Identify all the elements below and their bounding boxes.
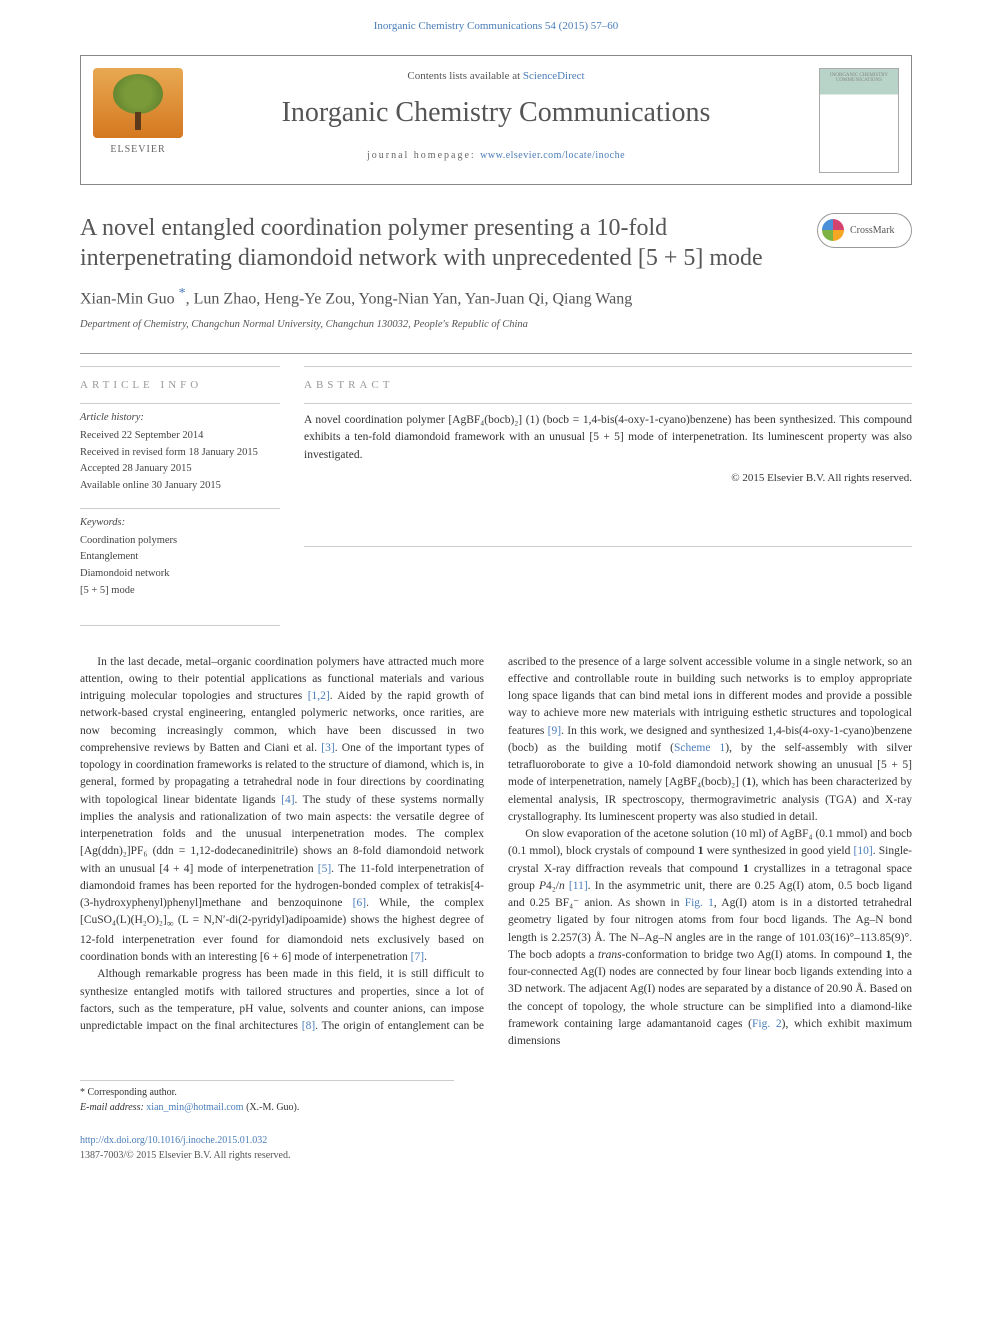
article-info-label: article info [80, 377, 280, 394]
email-line: E-mail address: xian_min@hotmail.com (X.… [80, 1100, 454, 1115]
ref-link-1-2[interactable]: [1,2] [308, 690, 330, 702]
info-abstract-row: article info Article history: Received 2… [80, 366, 912, 613]
ref-link-10[interactable]: [10] [854, 845, 873, 857]
crossmark-icon [822, 219, 844, 241]
abstract-top-rule [304, 366, 912, 367]
article-info-column: article info Article history: Received 2… [80, 366, 280, 613]
keyword-1: Coordination polymers [80, 533, 280, 549]
journal-name: Inorganic Chemistry Communications [221, 92, 771, 134]
ref-link-7[interactable]: [7] [411, 951, 424, 963]
keyword-3: Diamondoid network [80, 566, 280, 582]
email-suffix: (X.-M. Guo). [244, 1102, 300, 1113]
body-p1: In the last decade, metal–organic coordi… [80, 654, 484, 967]
corresponding-mark[interactable]: * [179, 286, 186, 301]
contents-lists-label: Contents lists available at ScienceDirec… [221, 68, 771, 85]
accepted-date: Accepted 28 January 2015 [80, 461, 280, 477]
ref-link-3[interactable]: [3] [321, 742, 334, 754]
corresponding-author-note: * Corresponding author. [80, 1085, 454, 1100]
article-title: A novel entangled coordination polymer p… [80, 213, 817, 273]
ref-link-5[interactable]: [5] [318, 863, 331, 875]
abstract-text: A novel coordination polymer [AgBF₄(bocb… [304, 412, 912, 464]
cover-thumb-title: INORGANIC CHEMISTRY COMMUNICATIONS [824, 73, 894, 84]
homepage-prefix: journal homepage: [367, 150, 480, 161]
email-link[interactable]: xian_min@hotmail.com [146, 1102, 243, 1113]
article-main: A novel entangled coordination polymer p… [0, 213, 992, 1116]
keyword-4: [5 + 5] mode [80, 583, 280, 599]
keyword-2: Entanglement [80, 549, 280, 565]
info-top-rule [80, 366, 280, 367]
online-date: Available online 30 January 2015 [80, 478, 280, 494]
doi-link[interactable]: http://dx.doi.org/10.1016/j.inoche.2015.… [80, 1135, 267, 1146]
fig-1-link[interactable]: Fig. 1 [685, 897, 714, 909]
abstract-column: abstract A novel coordination polymer [A… [304, 366, 912, 613]
ref-link-6[interactable]: [6] [353, 897, 366, 909]
revised-date: Received in revised form 18 January 2015 [80, 445, 280, 461]
ref-link-8[interactable]: [8] [302, 1020, 315, 1032]
publisher-logo: ELSEVIER [93, 68, 183, 168]
abstract-label: abstract [304, 377, 912, 394]
info-mid-rule [80, 403, 280, 404]
running-header: Inorganic Chemistry Communications 54 (2… [0, 0, 992, 47]
received-date: Received 22 September 2014 [80, 428, 280, 444]
scheme-1-link[interactable]: Scheme 1 [674, 742, 725, 754]
body-p3: On slow evaporation of the acetone solut… [508, 826, 912, 1050]
top-rule [80, 353, 912, 354]
body-text-columns: In the last decade, metal–organic coordi… [80, 654, 912, 1051]
contents-prefix: Contents lists available at [407, 70, 522, 82]
journal-homepage-line: journal homepage: www.elsevier.com/locat… [221, 148, 771, 163]
crossmark-label: CrossMark [850, 223, 894, 238]
journal-homepage-link[interactable]: www.elsevier.com/locate/inoche [480, 150, 625, 161]
article-history-block: Article history: Received 22 September 2… [80, 410, 280, 494]
authors-line: Xian-Min Guo *, Lun Zhao, Heng-Ye Zou, Y… [80, 283, 912, 311]
citation-link[interactable]: Inorganic Chemistry Communications 54 (2… [374, 20, 619, 32]
issn-copyright: 1387-7003/© 2015 Elsevier B.V. All right… [80, 1148, 912, 1163]
crossmark-badge[interactable]: CrossMark [817, 213, 912, 248]
keywords-rule [80, 508, 280, 509]
history-heading: Article history: [80, 410, 280, 426]
info-bottom-rule-left [80, 625, 280, 626]
abstract-mid-rule [304, 403, 912, 404]
footnote-block: * Corresponding author. E-mail address: … [80, 1080, 454, 1115]
title-row: A novel entangled coordination polymer p… [80, 213, 912, 273]
publisher-logo-text: ELSEVIER [93, 142, 183, 157]
elsevier-tree-icon [93, 68, 183, 138]
abstract-copyright: © 2015 Elsevier B.V. All rights reserved… [304, 470, 912, 487]
page-footer: http://dx.doi.org/10.1016/j.inoche.2015.… [0, 1133, 992, 1193]
ref-link-9[interactable]: [9] [548, 725, 561, 737]
affiliation: Department of Chemistry, Changchun Norma… [80, 317, 912, 333]
keywords-block: Keywords: Coordination polymers Entangle… [80, 515, 280, 599]
authors-rest: , Lun Zhao, Heng-Ye Zou, Yong-Nian Yan, … [186, 290, 633, 307]
sciencedirect-link[interactable]: ScienceDirect [523, 70, 585, 82]
author-1: Xian-Min Guo [80, 290, 179, 307]
abstract-bottom-rule [304, 546, 912, 547]
fig-2-link[interactable]: Fig. 2 [752, 1018, 782, 1030]
ref-link-11[interactable]: [11] [569, 880, 588, 892]
keywords-heading: Keywords: [80, 515, 280, 531]
journal-cover-thumbnail: INORGANIC CHEMISTRY COMMUNICATIONS [819, 68, 899, 173]
email-label: E-mail address: [80, 1102, 146, 1113]
ref-link-4[interactable]: [4] [281, 794, 294, 806]
journal-masthead-box: ELSEVIER INORGANIC CHEMISTRY COMMUNICATI… [80, 55, 912, 185]
